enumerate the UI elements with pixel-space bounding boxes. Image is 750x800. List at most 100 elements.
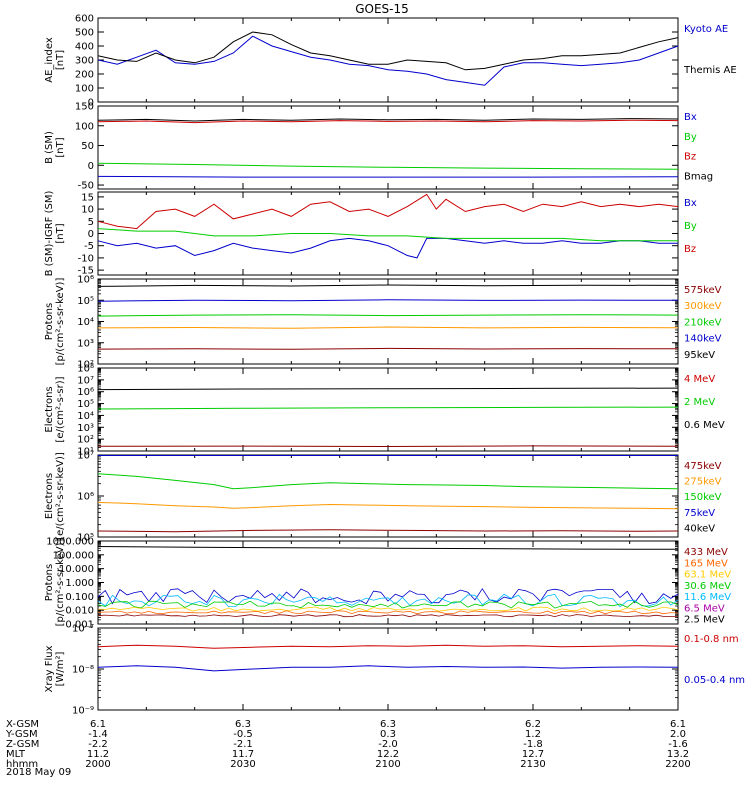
y-tick-label: 10⁴ [77,317,94,328]
panel-electrons_kev: 10⁵ 10⁶ 10⁷ Electrons [e/(cm²-s-sr-keV)] 475k… [44,451,722,544]
y-tick-label: 10.000 [59,564,94,575]
time-axis-row-label: hhmm [6,759,38,770]
series-line-0-1-0-8-nm [97,644,679,649]
series-line-30-6-mev [97,600,679,609]
legend-entry: Themis AE [683,65,737,76]
legend-entry: 165 MeV [684,558,728,569]
series-line-0-05-0-4-nm [97,665,679,672]
y-tick-label: 100.000 [53,550,94,561]
y-tick-label: 100 [75,121,94,132]
legend-entry: 210keV [684,317,722,328]
time-axis-value: 0.3 [380,729,396,740]
time-axis-value: 2030 [230,759,255,770]
time-axis-row-label: X-GSM [6,719,39,730]
legend-entry: 6.5 MeV [684,603,725,614]
y-tick-label: 10² [77,435,94,446]
panel-protons_low: 10² 10³ 10⁴ 10⁵ 10⁶ Protons [p/(cm²-s-sr-keV)]… [44,275,722,371]
series-line-kyoto-ae [97,35,679,86]
date-label: 2018 May 09 [6,767,71,778]
y-tick-label: 100 [75,84,94,95]
y-axis-title: Electrons [44,386,55,432]
series-line-bx [97,175,679,178]
time-axis-value: 2200 [665,759,690,770]
series-line-275kev [97,501,679,510]
legend-entry: 275keV [684,477,722,488]
legend-entry: By [684,132,697,143]
y-tick-label: 10⁵ [77,533,94,544]
y-tick-label: 10⁻⁸ [72,665,94,676]
time-axis-value: -0.5 [233,729,253,740]
time-axis-value: 2100 [375,759,400,770]
time-axis-value: 12.7 [522,749,544,760]
y-axis-title: B (SM) [44,131,55,164]
y-axis-title: [nT] [55,50,66,70]
series-line-6-5-mev [97,588,679,605]
time-axis-value: -2.2 [88,739,108,750]
y-tick-label: -10 [78,253,94,264]
time-axis-value: 11.2 [87,749,109,760]
series-line-433-mev [97,614,678,618]
legend-entry: By [684,221,697,232]
y-tick-label: 500 [75,28,94,39]
time-axis-value: -2.0 [378,739,398,750]
y-tick-label: 10⁶ [77,275,94,286]
y-tick-label: 600 [75,14,94,25]
time-axis-value: 6.2 [525,719,541,730]
y-tick-label: 10³ [77,338,94,349]
time-axis-labels: X-GSM 6.1 6.3 6.3 6.2 6.1 Y-GSM -1.4 -0.5 0.3 1.2 2… [5,719,691,770]
legend-entry: 95keV [684,350,715,361]
panel-ae: 0 100 200 300 400 500 600 AE_index [nT] Kyoto AE T… [44,14,737,109]
y-tick-label: 150 [75,102,94,113]
y-tick-label: 300 [75,56,94,67]
legend-entry: Bz [684,152,696,163]
time-axis-value: -1.6 [668,739,688,750]
legend-entry: 0.6 MeV [684,420,725,431]
series-line-150kev [97,473,679,490]
y-tick-label: 15 [81,192,94,203]
legend-entry: 433 MeV [684,547,728,558]
y-axis-title: Xray Flux [44,645,55,692]
time-axis-value: 2.0 [670,729,686,740]
y-axis-title: [nT] [55,137,66,157]
legend-entry: 140keV [684,334,722,345]
time-axis-value: -1.8 [523,739,543,750]
y-tick-label: 0 [88,98,94,109]
legend-entry: 40keV [684,523,715,534]
figure-title: GOES-15 [355,2,409,16]
legend-entry: 300keV [684,301,722,312]
series-line-0-6-mev [97,387,679,391]
y-tick-label: 0.100 [65,592,94,603]
series-line-bz [97,119,679,124]
time-axis-value: 12.2 [377,749,399,760]
legend-entry: 11.6 MeV [684,592,731,603]
y-tick-label: 10⁷ [77,375,94,386]
y-tick-label: 10⁵ [77,399,94,410]
y-tick-label: 0 [88,229,94,240]
y-tick-label: 10⁶ [77,387,94,398]
series-line-themis-ae [97,31,679,71]
panel-xray: 10⁻⁹ 10⁻⁸ 10⁻⁷ Xray Flux [W/m²] 0.1-0.8 nm 0.0… [44,624,745,717]
panel-bsm: -50 0 50 100 150 B (SM) [nT] Bx By Bz Bmag [44,102,713,192]
y-tick-label: 5 [88,217,94,228]
series-line-bz [97,193,679,230]
series-line-bmag [97,118,679,122]
y-tick-label: 1.000 [65,578,94,589]
y-tick-label: 10⁴ [77,411,94,422]
y-tick-label: -5 [84,241,94,252]
time-axis-value: 2130 [520,759,545,770]
y-axis-title: [e/(cm²-s-sr-keV)] [55,452,66,540]
y-axis-title: [p/(cm²-s-sr-keV)] [55,278,66,366]
legend-entry: 0.1-0.8 nm [684,634,739,645]
time-axis-value: 11.7 [232,749,254,760]
time-axis-row-label: Z-GSM [6,739,39,750]
series-line-4-mev [97,445,679,448]
y-axis-title: [nT] [55,223,66,243]
time-axis-value: 6.3 [235,719,251,730]
time-axis-value: -1.4 [88,729,108,740]
series-line-165-mev [97,610,679,615]
series-line-11-6-mev [97,593,679,608]
time-axis-value: 6.3 [380,719,396,730]
